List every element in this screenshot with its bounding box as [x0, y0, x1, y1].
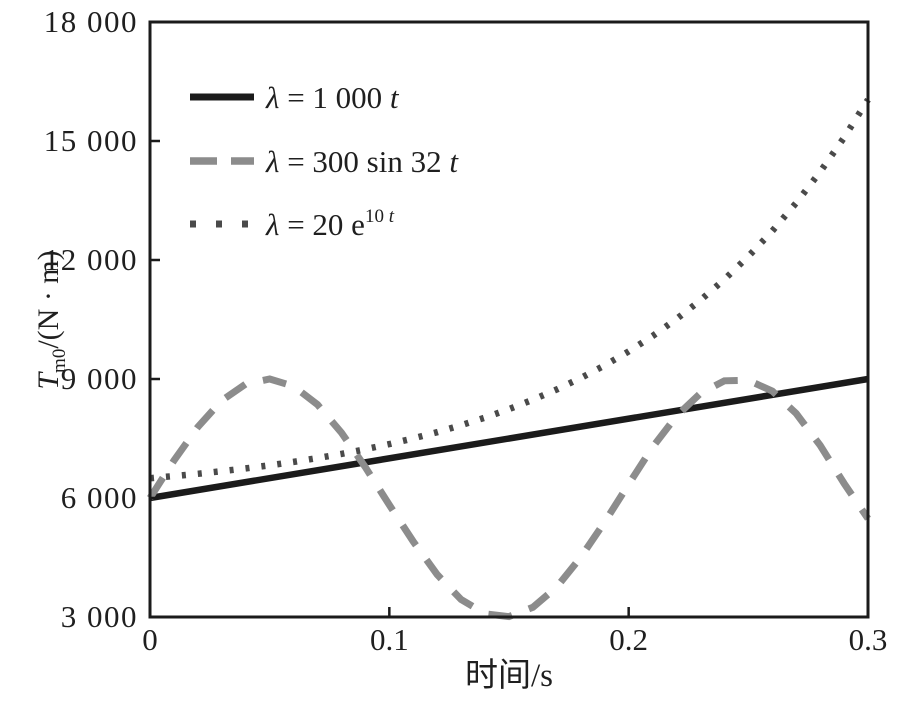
x-tick-label: 0.1	[370, 622, 409, 657]
x-tick-label: 0	[142, 622, 158, 657]
x-axis-label: 时间/s	[465, 658, 553, 694]
x-tick-label: 0.3	[849, 622, 888, 657]
y-tick-label: 9 000	[61, 361, 138, 396]
legend-label-lambda-20e10t: λ = 20 e10 t	[265, 206, 395, 242]
y-axis-label: Tm0/(N · m)	[32, 250, 70, 389]
y-tick-label: 15 000	[44, 123, 138, 158]
x-tick-label: 0.2	[609, 622, 648, 657]
series-line-lambda-1000t	[149, 375, 869, 502]
y-tick-label: 12 000	[44, 242, 138, 277]
y-tick-label: 18 000	[44, 4, 138, 39]
legend-label-lambda-300sin32t: λ = 300 sin 32 t	[265, 144, 459, 179]
legend-label-lambda-1000t: λ = 1 000 t	[265, 80, 400, 115]
y-tick-label: 6 000	[61, 480, 138, 515]
series-line-lambda-20e10t	[149, 97, 871, 482]
y-tick-label: 3 000	[61, 599, 138, 634]
plot-area-border	[148, 20, 870, 619]
series-line-lambda-300sin32t	[147, 375, 871, 621]
